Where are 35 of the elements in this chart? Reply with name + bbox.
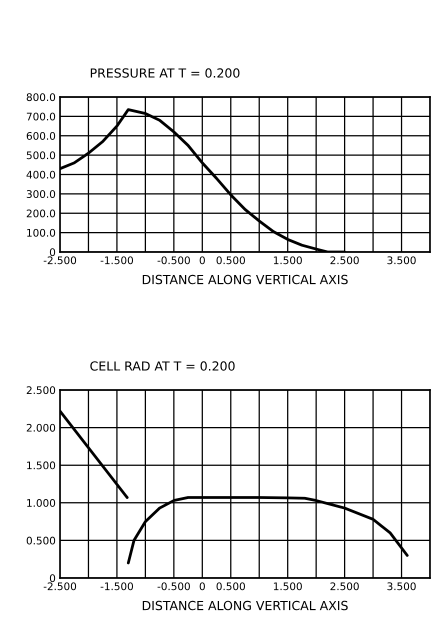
y-tick-label: 200.0 <box>26 209 56 218</box>
x-tick-label: 2.500 <box>330 582 359 590</box>
x-tick-label: -1.500 <box>100 256 134 264</box>
y-tick-label: 2.500 <box>26 386 56 394</box>
x-tick-label: 0.500 <box>216 256 245 264</box>
x-tick-label: -0.500 <box>158 256 190 264</box>
x-tick-label: 1.500 <box>274 582 302 590</box>
y-tick-label: 800.0 <box>26 93 56 102</box>
chart-title: PRESSURE AT T = 0.200 <box>90 68 240 78</box>
y-tick-label: 700.0 <box>26 112 56 120</box>
x-axis-title: DISTANCE ALONG VERTICAL AXIS <box>142 600 348 610</box>
x-tick-label: 3.500 <box>387 256 416 264</box>
y-tick-label: 0.500 <box>26 536 56 545</box>
y-tick-label: 100.0 <box>27 228 56 237</box>
x-tick-label: 0 <box>200 582 205 590</box>
y-tick-label: 600.0 <box>26 132 56 140</box>
y-tick-label: 400.0 <box>26 170 56 179</box>
y-tick-label: 1.000 <box>27 499 56 507</box>
chart-title: CELL RAD AT T = 0.200 <box>90 361 235 371</box>
y-tick-label: 1.500 <box>27 461 56 470</box>
y-tick-label: 300.0 <box>26 190 56 198</box>
y-tick-label: 0 <box>50 248 56 256</box>
x-tick-label: 2.500 <box>330 256 359 264</box>
x-tick-label: 0 <box>200 256 205 264</box>
x-tick-label: 1.500 <box>274 256 302 264</box>
y-tick-label: 500.0 <box>26 151 56 160</box>
x-tick-label: -1.500 <box>100 582 134 590</box>
x-axis-title: DISTANCE ALONG VERTICAL AXIS <box>142 274 348 284</box>
y-tick-label: 2.000 <box>26 424 56 432</box>
x-tick-label: -2.500 <box>44 256 76 264</box>
x-tick-label: -0.500 <box>158 582 190 590</box>
x-tick-label: 3.500 <box>387 582 416 590</box>
x-tick-label: -2.500 <box>44 582 76 590</box>
y-tick-label: 0 <box>50 574 56 582</box>
x-tick-label: 0.500 <box>216 582 245 590</box>
